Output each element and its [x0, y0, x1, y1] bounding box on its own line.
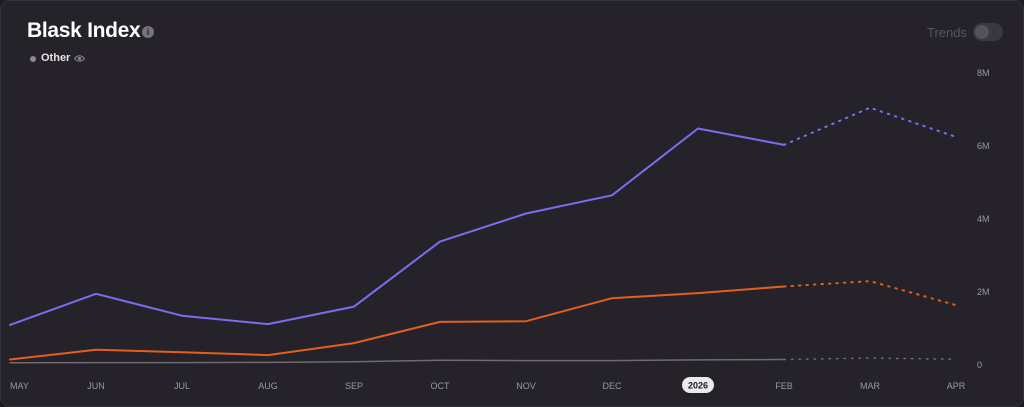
y-tick-label: 2M: [977, 287, 990, 297]
x-tick-label: JUN: [87, 381, 105, 391]
series-forecast-line-3: [783, 357, 957, 361]
eye-icon[interactable]: [74, 54, 85, 63]
trends-label: Trends: [927, 25, 967, 40]
series-line-3: [9, 358, 785, 364]
series-forecast-line-2: [783, 280, 957, 307]
x-tick-label: APR: [947, 381, 966, 391]
x-tick-label: DEC: [602, 381, 622, 391]
legend-label: Other: [41, 52, 71, 64]
x-tick-label: JUL: [174, 381, 190, 391]
x-tick-label: AUG: [258, 381, 278, 391]
trends-toggle[interactable]: [973, 23, 1003, 41]
series-line-1: [9, 127, 785, 326]
x-tick-label: FEB: [775, 381, 793, 391]
x-tick-label: OCT: [431, 381, 451, 391]
x-tick-label: MAR: [860, 381, 881, 391]
series-line-2: [9, 285, 785, 361]
chart-title: Blask Index: [27, 19, 141, 42]
x-tick-label: SEP: [345, 381, 363, 391]
info-icon[interactable]: i: [142, 26, 154, 38]
toggle-knob: [975, 25, 989, 39]
y-tick-label: 0: [977, 360, 982, 370]
x-tick-label: NOV: [516, 381, 536, 391]
y-tick-label: 8M: [977, 68, 990, 78]
y-tick-label: 6M: [977, 141, 990, 151]
x-tick-label: 2026: [688, 381, 708, 391]
x-tick-label: MAY: [10, 381, 29, 391]
series-forecast-line-1: [783, 106, 957, 146]
y-tick-label: 4M: [977, 214, 990, 224]
legend-dot: [30, 56, 36, 62]
year-badge: [682, 377, 714, 393]
